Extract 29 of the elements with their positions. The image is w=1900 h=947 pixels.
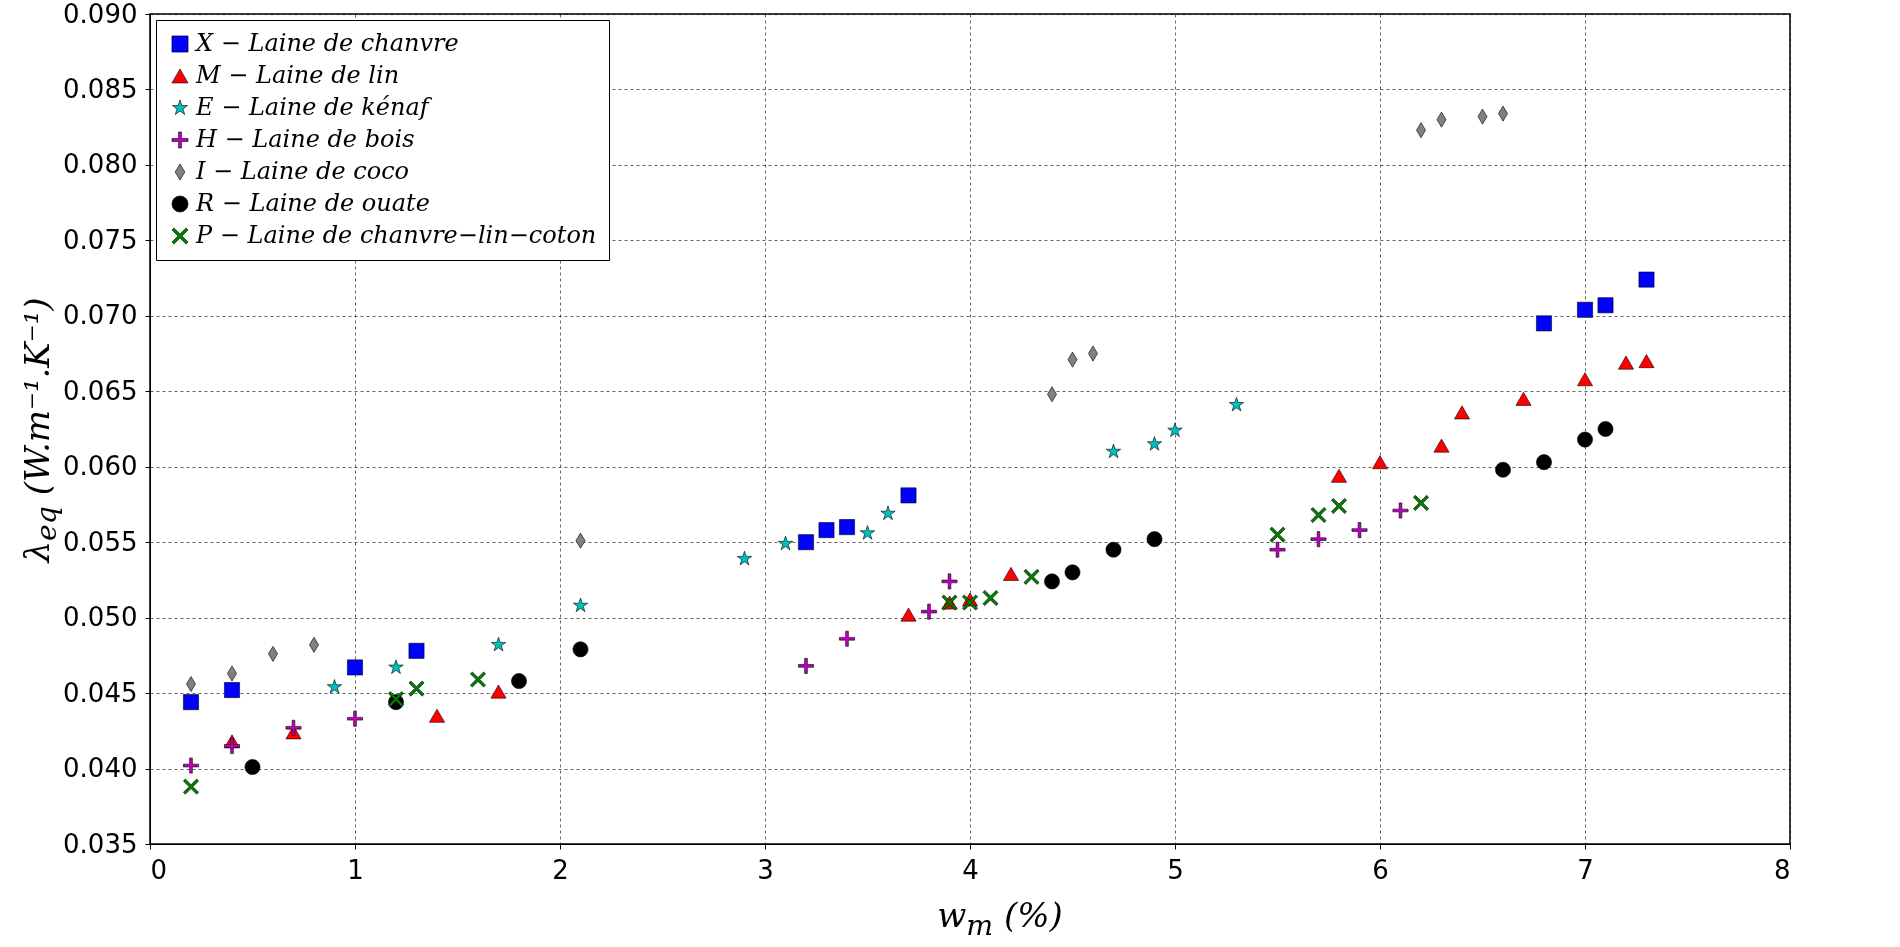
x-tick-label: 5: [1167, 854, 1184, 885]
legend-label: I − Laine de coco: [195, 157, 410, 185]
legend-label: P − Laine de chanvre−lin−coton: [195, 221, 597, 249]
x-tick-label: 4: [962, 854, 979, 885]
x-tick-label: 1: [347, 854, 364, 885]
x-tick-label: 8: [1773, 854, 1791, 885]
legend-label: H − Laine de bois: [195, 125, 415, 153]
legend-label: X − Laine de chanvre: [194, 29, 459, 57]
y-tick-label: 0.055: [63, 526, 138, 557]
legend-label: M − Laine de lin: [195, 61, 400, 89]
y-tick-label: 0.080: [63, 149, 138, 180]
x-tick-label: 7: [1577, 854, 1594, 885]
y-tick-label: 0.035: [63, 828, 138, 859]
legend-label: R − Laine de ouate: [195, 189, 430, 217]
legend-label: E − Laine de kénaf: [195, 93, 433, 121]
y-tick-label: 0.065: [63, 375, 138, 406]
x-axis-title: w$_{m}$ (%): [937, 895, 1063, 942]
y-tick-label: 0.060: [63, 451, 138, 482]
x-tick-label: 6: [1372, 854, 1389, 885]
y-tick-label: 0.085: [63, 73, 138, 104]
y-tick-label: 0.050: [63, 602, 138, 633]
y-tick-label: 0.075: [63, 224, 138, 255]
y-tick-label: 0.045: [63, 677, 138, 708]
y-tick-label: 0.090: [63, 0, 138, 29]
x-tick-label: 2: [552, 854, 569, 885]
y-tick-label: 0.070: [63, 300, 138, 331]
x-tick-label: 3: [757, 854, 774, 885]
x-tick-label: 0: [150, 854, 168, 885]
y-tick-label: 0.040: [63, 753, 138, 784]
